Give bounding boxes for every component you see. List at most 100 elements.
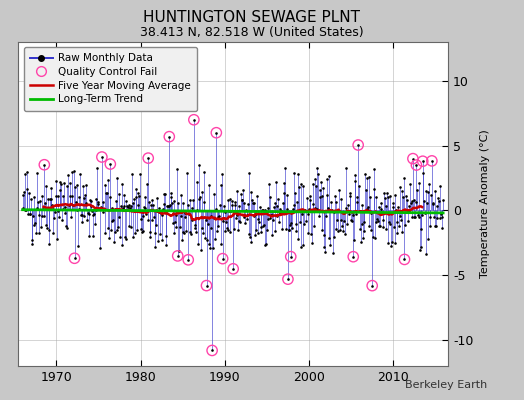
Point [196,194,204,200]
Point [365,223,373,230]
Point [254,230,263,236]
Point [245,170,254,176]
Point [417,226,425,232]
Point [416,247,424,254]
Point [336,196,345,202]
Point [302,218,310,224]
Point [115,191,124,197]
Point [370,166,378,172]
Point [27,196,35,202]
Point [171,224,180,230]
Point [29,222,38,228]
Point [110,239,118,245]
Point [53,236,61,242]
Point [326,208,335,214]
Point [101,230,109,236]
Point [231,199,239,205]
Point [271,200,279,206]
Point [70,168,78,175]
Point [386,221,395,227]
Point [113,175,122,182]
Point [355,182,363,189]
Point [233,188,242,194]
Point [255,219,264,226]
Point [25,190,33,197]
Point [58,217,66,224]
Point [264,205,272,212]
Point [122,236,130,242]
Point [384,240,392,246]
Point [297,180,305,187]
Point [135,193,143,200]
Point [107,218,116,225]
Point [374,218,382,224]
Point [326,242,334,248]
Point [359,235,367,242]
Point [303,230,312,236]
Point [226,196,235,202]
Point [425,181,433,188]
Point [205,181,213,188]
Point [186,197,194,204]
Point [169,220,177,226]
Point [293,199,301,205]
Point [435,198,443,204]
Point [236,218,244,225]
Point [72,199,80,206]
Point [413,187,421,193]
Point [297,244,305,250]
Point [194,196,203,202]
Point [18,192,27,198]
Point [21,207,29,213]
Point [49,230,58,237]
Point [183,202,192,208]
Point [283,206,291,212]
Point [328,199,336,205]
Point [400,175,408,182]
Point [336,227,344,233]
Point [420,198,428,204]
Point [206,245,214,251]
Point [386,193,394,200]
Point [145,198,153,205]
Point [88,208,96,214]
Point [194,241,202,248]
Point [273,202,281,209]
Point [136,171,144,178]
Point [390,224,398,230]
Point [239,187,247,193]
Point [356,226,365,232]
Point [212,130,221,136]
Point [174,200,182,206]
Point [198,189,206,195]
Point [266,194,274,200]
Point [117,181,126,187]
Point [213,228,221,234]
Point [178,237,186,243]
Point [254,216,262,222]
Point [438,225,446,231]
Point [152,221,160,228]
Point [20,189,28,195]
Point [70,255,79,262]
Point [340,218,348,224]
Point [225,207,233,214]
Point [391,240,400,246]
Point [97,154,106,160]
Point [130,196,138,202]
Point [71,184,80,190]
Point [134,190,142,196]
Point [133,227,141,234]
Point [348,212,357,218]
Point [277,226,286,233]
Point [320,244,328,250]
Point [132,194,140,200]
Point [70,255,79,262]
Point [191,225,200,231]
Point [227,208,235,215]
Point [272,179,280,186]
Point [368,282,376,289]
Point [103,225,112,231]
Point [165,134,173,140]
Point [405,208,413,214]
